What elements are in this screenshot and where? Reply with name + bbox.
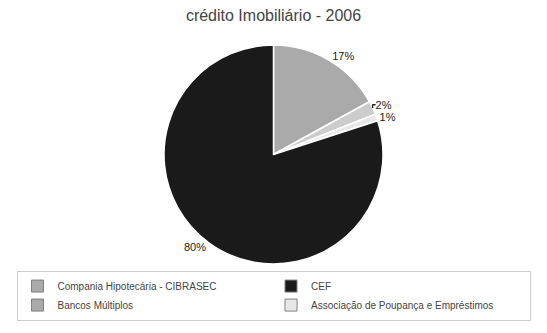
svg-text:2%: 2%	[376, 99, 392, 111]
svg-text:80%: 80%	[184, 241, 206, 253]
svg-text:crédito Imobiliário - 2006: crédito Imobiliário - 2006	[186, 7, 361, 24]
svg-text:Associação de Poupança e Empré: Associação de Poupança e Empréstimos	[311, 300, 493, 311]
svg-text:CEF: CEF	[311, 281, 331, 292]
svg-text:1%: 1%	[380, 111, 396, 123]
svg-text:Bancos Múltiplos: Bancos Múltiplos	[58, 300, 134, 311]
svg-text:Compania Hipotecária - CIBRASE: Compania Hipotecária - CIBRASEC	[58, 281, 217, 292]
svg-text:17%: 17%	[332, 50, 354, 62]
